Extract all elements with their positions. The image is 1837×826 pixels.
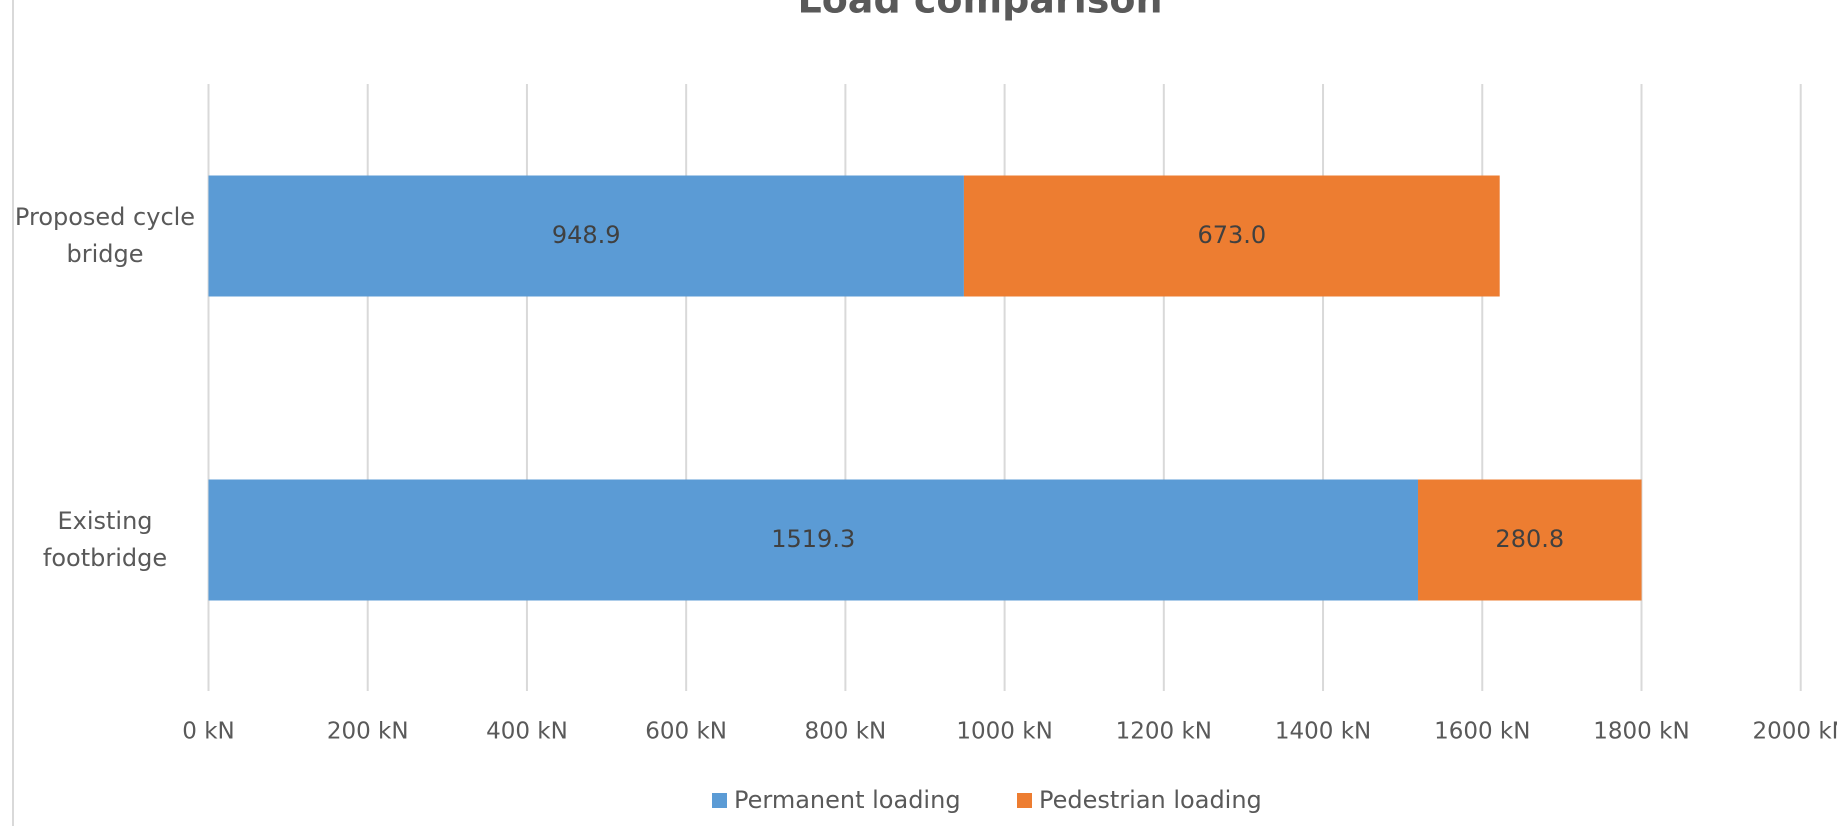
x-tick-label: 1000 kN [956, 719, 1052, 745]
x-tick-label: 0 kN [182, 719, 234, 745]
x-tick-label: 800 kN [805, 719, 887, 745]
x-tick-label: 1800 kN [1593, 719, 1689, 745]
bar-segment [208, 479, 1419, 601]
x-tick-label: 1600 kN [1434, 719, 1530, 745]
bar-segment [208, 175, 964, 297]
data-label: 673.0 [1197, 221, 1266, 249]
data-label: 1519.3 [771, 525, 855, 553]
x-tick-label: 600 kN [645, 719, 727, 745]
x-tick-label: 1200 kN [1116, 719, 1212, 745]
y-tick-label: Existing footbridge [42, 507, 168, 572]
legend-label: Permanent loading [734, 786, 961, 814]
legend-swatch [712, 793, 727, 808]
chart-title: Load comparison [797, 0, 1162, 22]
y-tick-label: Proposed cycle bridge [14, 203, 196, 268]
legend-label: Pedestrian loading [1039, 786, 1262, 814]
data-label: 948.9 [552, 221, 621, 249]
x-tick-label: 1400 kN [1275, 719, 1371, 745]
x-tick-label: 400 kN [486, 719, 568, 745]
bar-segment [1418, 479, 1642, 601]
x-tick-label: 2000 kN [1753, 719, 1837, 745]
x-tick-label: 200 kN [327, 719, 409, 745]
data-label: 280.8 [1495, 525, 1564, 553]
bar-segment [963, 175, 1500, 297]
legend-swatch [1017, 793, 1032, 808]
